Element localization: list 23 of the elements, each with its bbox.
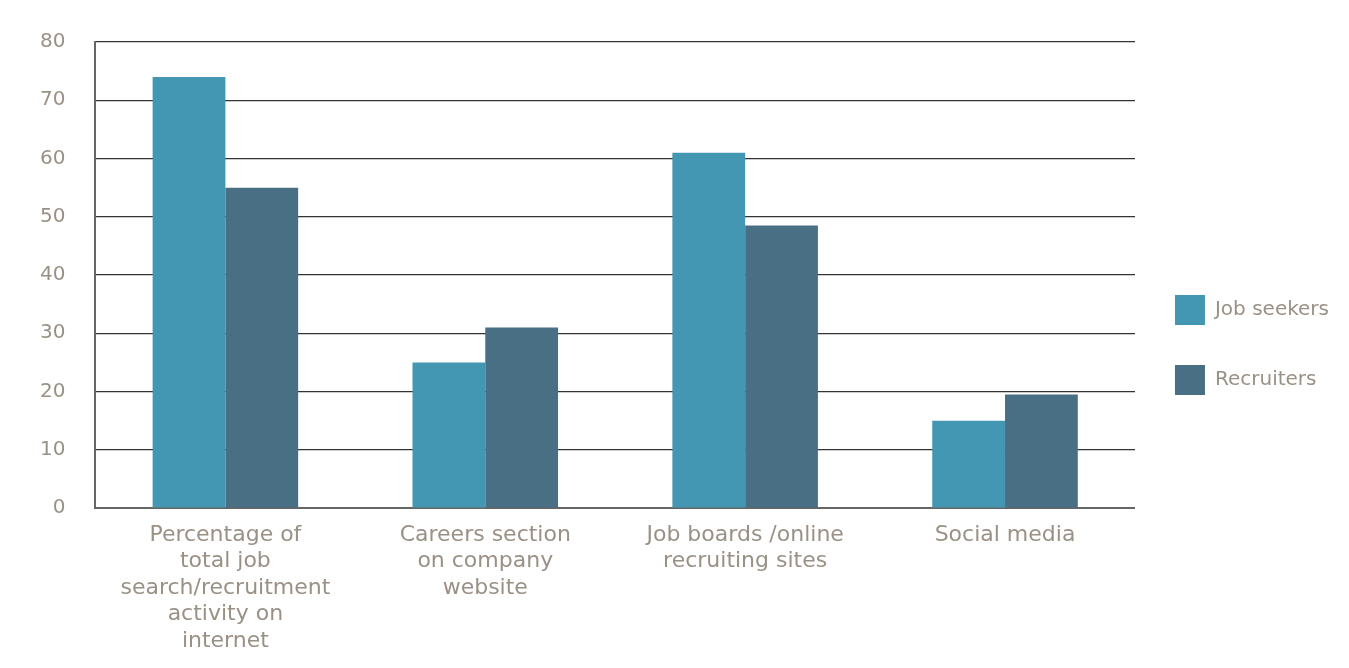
x-tick-label: Social media (934, 520, 1076, 546)
x-tick-label: Careers section on company website (399, 520, 571, 599)
y-tick-label: 0 (52, 494, 66, 519)
legend-label: Job seekers (1212, 296, 1330, 321)
bar (152, 76, 226, 508)
y-tick-label: 60 (40, 144, 66, 169)
bar (1005, 394, 1078, 508)
y-tick-label: 80 (40, 28, 66, 53)
legend-label: Recruiters (1214, 366, 1317, 391)
x-tick-label: Job boards /online recruiting sites (644, 520, 844, 573)
x-tick-label: Percentage of total job search/recruitment activity on internet (120, 520, 331, 652)
y-tick-label: 70 (40, 86, 66, 111)
y-tick-label: 10 (40, 435, 66, 460)
y-tick-label: 20 (40, 377, 66, 402)
y-tick-label: 50 (40, 202, 66, 227)
bar (672, 152, 746, 508)
bar (745, 225, 818, 508)
bar (225, 187, 299, 508)
bar (412, 362, 486, 508)
bar (932, 420, 1006, 508)
y-tick-label: 40 (40, 261, 66, 286)
y-tick-label: 30 (40, 319, 66, 344)
bar (485, 327, 559, 508)
